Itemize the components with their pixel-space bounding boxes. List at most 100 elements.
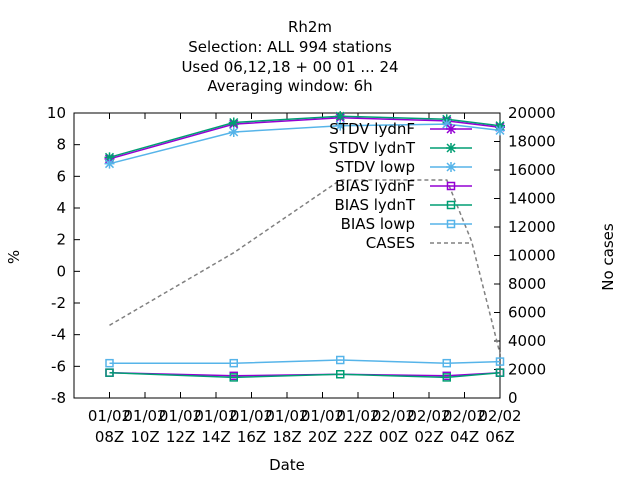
- y-tick-label: 6: [56, 167, 66, 185]
- data-point: [104, 158, 115, 169]
- data-point: [228, 127, 239, 137]
- x-tick-label-hour: 22Z: [343, 428, 372, 446]
- y2-tick-label: 0: [508, 389, 518, 407]
- x-tick-label-date: 01/02: [123, 407, 166, 425]
- x-tick-label-hour: 12Z: [166, 428, 195, 446]
- y2-tick-label: 6000: [508, 304, 546, 322]
- x-tick-label-date: 02/02: [443, 407, 486, 425]
- legend-label: STDV lydnT: [329, 139, 416, 157]
- chart-title: Rh2m Selection: ALL 994 stations Used 06…: [181, 18, 398, 95]
- marker-square: [446, 181, 456, 191]
- data-point: [495, 357, 505, 366]
- x-tick-label-date: 01/02: [336, 407, 379, 425]
- x-tick-label-hour: 02Z: [414, 428, 443, 446]
- data-point: [442, 358, 451, 368]
- y-tick-label: 0: [56, 262, 66, 280]
- series-line: [109, 115, 501, 159]
- x-tick-label-date: 02/02: [478, 407, 521, 425]
- y2-tick-label: 16000: [508, 161, 556, 179]
- marker-square: [336, 370, 345, 379]
- y-tick-label: 10: [47, 104, 66, 122]
- series-stdv-lowp: [104, 119, 505, 169]
- y2-axis-label: No cases: [599, 223, 617, 291]
- y-tick-label: 2: [56, 231, 66, 249]
- data-point: [335, 111, 346, 122]
- x-tick-label-hour: 16Z: [237, 428, 266, 446]
- x-tick-label-date: 01/02: [159, 407, 202, 425]
- marker-square: [105, 368, 114, 377]
- data-point: [495, 368, 505, 377]
- x-tick-label-date: 01/02: [301, 407, 344, 425]
- data-point: [229, 373, 238, 382]
- series-line: [109, 359, 501, 364]
- x-tick-label-hour: 04Z: [450, 428, 479, 446]
- x-tick-label-hour: 14Z: [201, 428, 230, 446]
- marker-square: [495, 368, 505, 377]
- data-point: [335, 120, 346, 131]
- data-point: [442, 373, 451, 382]
- y2-tick-label: 14000: [508, 190, 556, 208]
- marker-square: [446, 200, 456, 210]
- y-tick-label: 8: [56, 136, 66, 154]
- marker-square: [229, 358, 238, 368]
- x-tick-label-date: 02/02: [407, 407, 450, 425]
- legend-item: STDV lydnF: [329, 120, 472, 138]
- title-line-3: Used 06,12,18 + 00 01 ... 24: [181, 58, 398, 76]
- marker-square: [229, 373, 238, 382]
- y2-tick-label: 10000: [508, 247, 556, 265]
- legend-label: BIAS lydnT: [334, 196, 415, 214]
- x-tick-label-hour: 10Z: [130, 428, 159, 446]
- legend-label: STDV lowp: [335, 158, 415, 176]
- data-point: [105, 358, 114, 368]
- x-tick-label-date: 01/02: [230, 407, 273, 425]
- x-axis-label: Date: [269, 456, 305, 474]
- marker-square: [105, 358, 114, 368]
- y2-tick-label: 12000: [508, 218, 556, 236]
- y-tick-label: -2: [51, 294, 66, 312]
- legend-label: STDV lydnF: [329, 120, 415, 138]
- title-line-2: Selection: ALL 994 stations: [188, 38, 392, 56]
- y2-axis: 0 2000 4000 6000 8000 10000 12000 14000 16000 180…: [494, 104, 556, 407]
- series-bias-lydnt: [105, 368, 505, 382]
- legend-item: BIAS lydnF: [335, 177, 472, 195]
- marker-square: [495, 357, 505, 366]
- data-point: [336, 370, 345, 379]
- title-line-1: Rh2m: [288, 18, 332, 36]
- x-tick-label-hour: 18Z: [272, 428, 301, 446]
- x-tick-label-date: 01/02: [265, 407, 308, 425]
- series-stdv-lydnt: [104, 111, 505, 163]
- data-point: [105, 368, 114, 377]
- x-tick-label-hour: 00Z: [379, 428, 408, 446]
- y-axis: -8 -6 -4 -2 0 2 4 6 8 10: [47, 104, 80, 407]
- data-point: [228, 117, 239, 128]
- data-point: [229, 358, 238, 368]
- y-axis-label: %: [5, 250, 23, 264]
- y2-tick-label: 4000: [508, 332, 546, 350]
- x-axis: 01/0208Z01/0210Z01/0212Z01/0214Z01/0216Z…: [88, 113, 522, 446]
- x-tick-label-date: 02/02: [372, 407, 415, 425]
- legend-item: STDV lydnT: [329, 139, 472, 157]
- legend-item: CASES: [366, 234, 472, 252]
- series-line: [109, 179, 501, 354]
- marker-square: [442, 358, 451, 368]
- legend-label: CASES: [366, 234, 415, 252]
- title-line-4: Averaging window: 6h: [207, 77, 372, 95]
- y2-tick-label: 18000: [508, 133, 556, 151]
- series-layer: [104, 111, 505, 382]
- y2-tick-label: 20000: [508, 104, 556, 122]
- marker-square: [446, 219, 456, 229]
- y-tick-label: -8: [51, 389, 66, 407]
- series-bias-lowp: [105, 355, 505, 368]
- data-point: [495, 125, 505, 136]
- y-tick-label: 4: [56, 199, 66, 217]
- legend-label: BIAS lowp: [341, 215, 415, 233]
- x-tick-label-hour: 20Z: [308, 428, 337, 446]
- legend-item: BIAS lydnT: [334, 196, 472, 214]
- series-cases: [109, 179, 501, 354]
- data-point: [336, 355, 345, 365]
- legend-label: BIAS lydnF: [335, 177, 415, 195]
- y-tick-label: -4: [51, 326, 66, 344]
